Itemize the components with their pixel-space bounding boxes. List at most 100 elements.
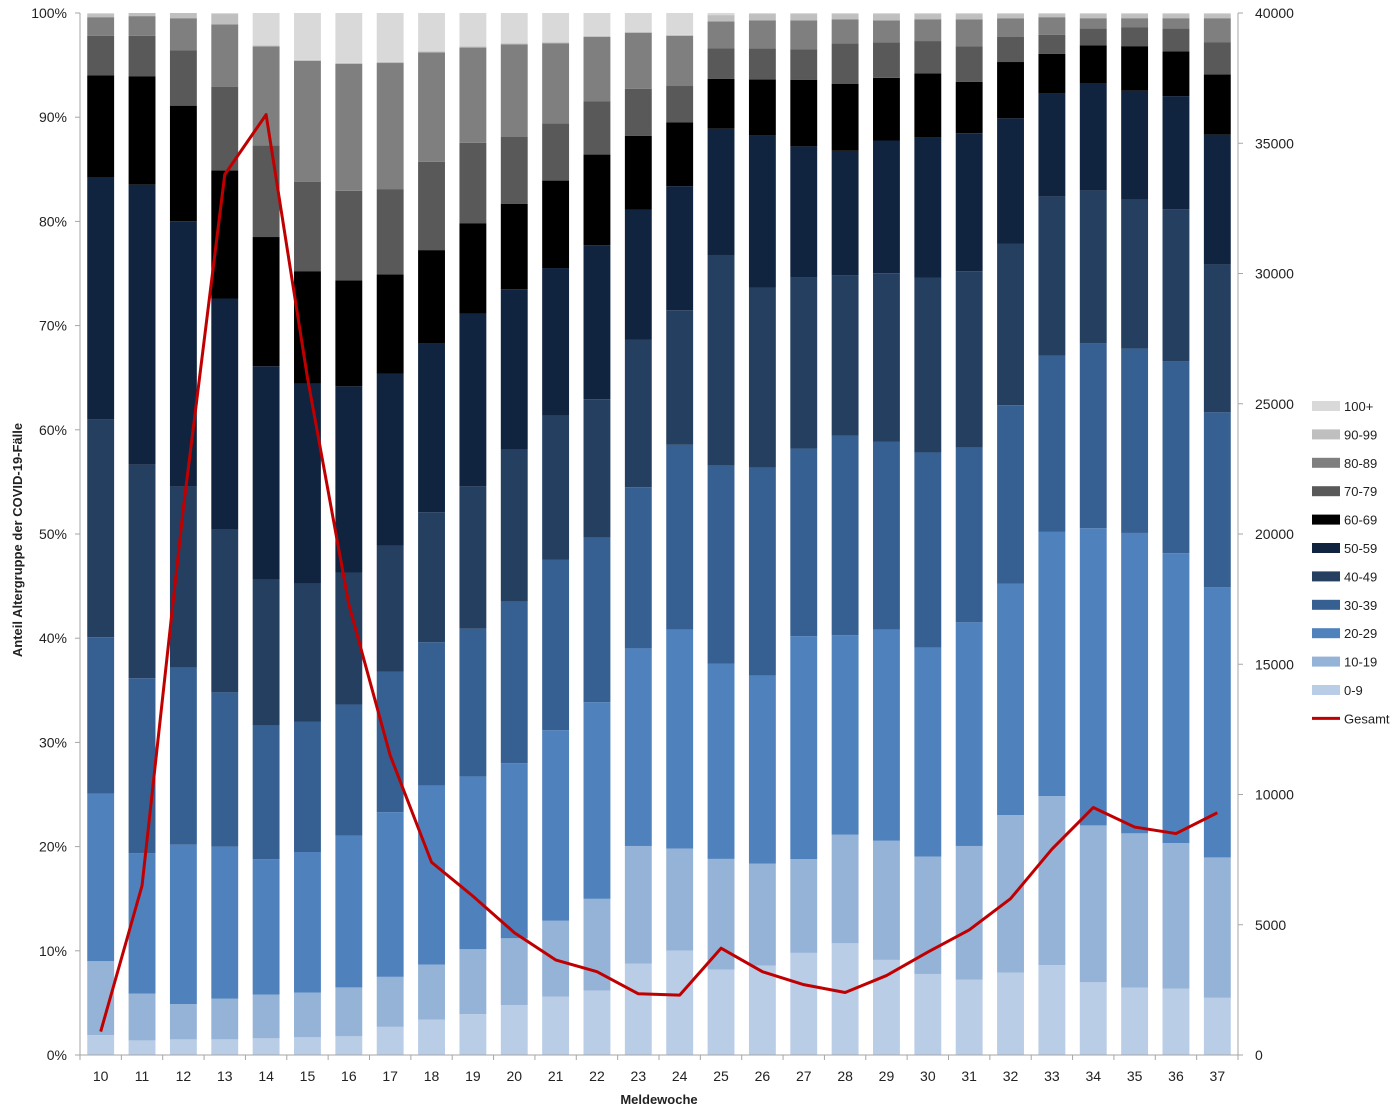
bar-segment-100plus-week-16: [335, 13, 362, 63]
legend-item-60-69: 60-69: [1312, 513, 1377, 528]
bar-segment-80-89-week-31: [956, 19, 983, 46]
bar-segment-30-39-week-34: [1080, 343, 1107, 528]
y-tick-label: 10%: [39, 943, 67, 959]
bar-segment-30-39-week-14: [253, 726, 280, 859]
bar-segment-0-9-week-31: [956, 980, 983, 1055]
bar-segment-100plus-week-30: [914, 13, 941, 14]
bar-stack-week-36: [1163, 13, 1190, 1055]
y2-tick-label: 25000: [1255, 396, 1294, 412]
bar-segment-70-79-week-34: [1080, 29, 1107, 46]
bar-segment-80-89-week-10: [87, 17, 114, 36]
legend-swatch: [1312, 429, 1340, 439]
bar-segment-100plus-week-32: [997, 13, 1024, 14]
bar-segment-10-19-week-14: [253, 995, 280, 1039]
bar-segment-70-79-week-15: [294, 182, 321, 272]
bar-segment-90-99-week-17: [377, 62, 404, 63]
legend-label: 40-49: [1344, 569, 1377, 584]
y-tick-label: 100%: [31, 5, 67, 21]
bar-segment-60-69-week-26: [749, 80, 776, 136]
legend-label: 80-89: [1344, 456, 1377, 471]
bar-segment-50-59-week-23: [625, 210, 652, 340]
x-tick-label-33: 33: [1044, 1068, 1060, 1084]
bar-segment-50-59-week-34: [1080, 84, 1107, 191]
bar-segment-20-29-week-21: [542, 730, 569, 921]
bar-segment-50-59-week-30: [914, 138, 941, 278]
x-tick-label-24: 24: [672, 1068, 688, 1084]
bar-stack-week-17: [377, 13, 404, 1055]
bar-segment-70-79-week-24: [666, 86, 693, 123]
bar-segment-80-89-week-37: [1204, 18, 1231, 42]
x-tick-label-22: 22: [589, 1068, 605, 1084]
x-tick-label-14: 14: [258, 1068, 274, 1084]
bar-segment-10-19-week-17: [377, 977, 404, 1027]
y-tick-label: 60%: [39, 422, 67, 438]
bar-stack-week-37: [1204, 13, 1231, 1055]
y2-tick-label: 35000: [1255, 135, 1294, 151]
bar-segment-20-29-week-12: [170, 845, 197, 1004]
bar-segment-30-39-week-35: [1121, 349, 1148, 533]
bar-segment-20-29-week-29: [873, 630, 900, 841]
bar-segment-40-49-week-32: [997, 244, 1024, 406]
bar-segment-40-49-week-13: [211, 530, 238, 693]
bar-segment-50-59-week-36: [1163, 96, 1190, 209]
legend-swatch: [1312, 458, 1340, 468]
bar-segment-30-39-week-22: [584, 538, 611, 702]
bar-segment-90-99-week-21: [542, 42, 569, 43]
legend-label: 100+: [1344, 399, 1373, 414]
legend-swatch: [1312, 486, 1340, 496]
bar-segment-70-79-week-21: [542, 123, 569, 180]
bar-segment-10-19-week-32: [997, 815, 1024, 973]
x-tick-label-11: 11: [135, 1068, 150, 1084]
bar-segment-30-39-week-29: [873, 442, 900, 630]
bar-stack-week-18: [418, 13, 445, 1055]
bar-segment-30-39-week-25: [708, 466, 735, 664]
bar-segment-70-79-week-36: [1163, 29, 1190, 52]
bar-segment-70-79-week-35: [1121, 28, 1148, 47]
x-tick-label-20: 20: [506, 1068, 522, 1084]
legend-swatch: [1312, 543, 1340, 553]
bar-segment-0-9-week-10: [87, 1035, 114, 1055]
bar-segment-20-29-week-13: [211, 847, 238, 999]
bar-segment-20-29-week-27: [790, 636, 817, 859]
legend-item-90-99: 90-99: [1312, 427, 1377, 442]
bar-segment-70-79-week-10: [87, 36, 114, 76]
bar-segment-20-29-week-23: [625, 648, 652, 846]
bar-segment-100plus-week-18: [418, 13, 445, 51]
bar-segment-70-79-week-18: [418, 162, 445, 250]
bar-segment-60-69-week-30: [914, 73, 941, 137]
bar-stack-week-31: [956, 13, 983, 1055]
bar-segment-10-19-week-33: [1038, 796, 1065, 965]
bar-segment-90-99-week-32: [997, 14, 1024, 18]
bar-segment-40-49-week-21: [542, 416, 569, 560]
legend-label: 30-39: [1344, 598, 1377, 613]
bar-segment-100plus-week-35: [1121, 13, 1148, 14]
bar-segment-70-79-week-37: [1204, 42, 1231, 74]
bar-segment-60-69-week-34: [1080, 45, 1107, 83]
bar-segment-90-99-week-29: [873, 14, 900, 20]
bar-segment-50-59-week-12: [170, 221, 197, 486]
y-tick-label: 80%: [39, 213, 67, 229]
bar-segment-90-99-week-24: [666, 35, 693, 36]
bar-segment-50-59-week-31: [956, 133, 983, 271]
x-tick-label-18: 18: [424, 1068, 440, 1084]
bar-segment-60-69-week-35: [1121, 46, 1148, 91]
bar-stack-week-24: [666, 13, 693, 1055]
bar-segment-80-89-week-23: [625, 33, 652, 89]
bar-segment-90-99-week-33: [1038, 14, 1065, 17]
bar-segment-30-39-week-27: [790, 449, 817, 637]
x-tick-label-31: 31: [961, 1068, 977, 1084]
bar-segment-40-49-week-19: [459, 486, 486, 628]
bar-segment-10-19-week-23: [625, 846, 652, 964]
y2-tick-label: 40000: [1255, 5, 1294, 21]
bar-segment-70-79-week-19: [459, 143, 486, 224]
bar-stack-week-25: [708, 13, 735, 1055]
bar-segment-0-9-week-19: [459, 1014, 486, 1055]
bar-stack-week-15: [294, 13, 321, 1055]
bar-segment-40-49-week-24: [666, 310, 693, 445]
bar-segment-50-59-week-14: [253, 366, 280, 580]
bar-segment-60-69-week-12: [170, 106, 197, 222]
bar-segment-40-49-week-22: [584, 399, 611, 537]
bar-segment-90-99-week-30: [914, 14, 941, 19]
bar-segment-80-89-week-11: [129, 16, 156, 36]
bar-segment-30-39-week-26: [749, 467, 776, 675]
